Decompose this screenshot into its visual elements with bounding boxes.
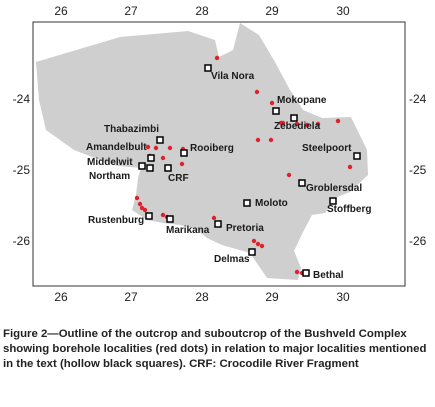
x-tick-label-top: 26 <box>54 4 68 18</box>
locality-square <box>147 154 155 162</box>
borehole-dot <box>179 161 185 167</box>
locality-label: CRF <box>168 173 189 184</box>
borehole-dot <box>294 269 300 275</box>
locality-labels: Vila Nora Mokopane Zebediela Thabazimbi Aman… <box>86 71 371 281</box>
locality-square <box>146 164 154 172</box>
borehole-dot <box>137 201 143 207</box>
locality-square <box>302 269 310 277</box>
locality-square <box>156 136 164 144</box>
locality-square <box>138 162 146 170</box>
borehole-dot <box>254 89 260 95</box>
top-ticks: 26 27 28 29 30 <box>54 4 350 18</box>
borehole-dot <box>211 215 217 221</box>
bushveld-map: 26 27 28 29 30 26 27 28 29 30 -24-25-26 -24-25-2… <box>13 4 427 304</box>
locality-square <box>298 179 306 187</box>
x-tick-label-bottom: 28 <box>195 290 209 304</box>
locality-label: Middelwit <box>87 157 133 168</box>
y-tick-label-right: -26 <box>409 234 427 248</box>
borehole-dot <box>251 238 257 244</box>
locality-label: Marikana <box>166 225 210 236</box>
locality-label: Groblersdal <box>306 183 362 194</box>
locality-label: Rustenburg <box>88 215 144 226</box>
x-tick-label-top: 27 <box>124 4 138 18</box>
locality-label: Rooiberg <box>190 143 234 154</box>
borehole-dot <box>304 122 310 128</box>
locality-label: Stoffberg <box>327 204 371 215</box>
locality-square <box>204 64 212 72</box>
borehole-dot <box>145 144 151 150</box>
locality-square <box>243 199 251 207</box>
map-frame <box>32 21 406 287</box>
borehole-dot <box>255 241 261 247</box>
locality-square <box>272 107 280 115</box>
borehole-dot <box>214 55 220 61</box>
locality-square <box>214 220 222 228</box>
borehole-dot <box>134 195 140 201</box>
locality-label: Thabazimbi <box>104 124 159 135</box>
right-ticks: -24 -25 -26 <box>409 92 427 248</box>
borehole-dot <box>160 155 166 161</box>
left-ticks: -24 -25 -26 <box>13 92 31 248</box>
borehole-dot <box>294 121 300 127</box>
locality-square <box>166 215 174 223</box>
locality-label: Northam <box>89 171 130 182</box>
locality-label: Delmas <box>214 254 250 265</box>
locality-square <box>180 149 188 157</box>
x-tick-label-top: 28 <box>195 4 209 18</box>
x-tick-label-bottom: 27 <box>124 290 138 304</box>
locality-square <box>329 197 337 205</box>
borehole-dot <box>280 120 286 126</box>
locality-label: Pretoria <box>226 223 264 234</box>
locality-label: Zebediela <box>274 121 321 132</box>
locality-square <box>353 152 361 160</box>
borehole-dot <box>315 121 321 127</box>
locality-squares <box>138 64 361 277</box>
borehole-dot <box>269 100 275 106</box>
locality-label: Steelpoort <box>302 143 352 154</box>
y-tick-label-left: -26 <box>13 234 31 248</box>
y-tick-label-left: -24 <box>13 92 31 106</box>
borehole-dot <box>167 145 173 151</box>
y-tick-label-right: -24 <box>409 92 427 106</box>
borehole-dot <box>286 172 292 178</box>
borehole-dot <box>268 137 274 143</box>
locality-label: Moloto <box>255 198 288 209</box>
x-tick-label-top: 30 <box>336 4 350 18</box>
borehole-dot <box>160 212 166 218</box>
x-tick-label-bottom: 29 <box>265 290 279 304</box>
bottom-ticks: 26 27 28 29 30 <box>54 290 350 304</box>
borehole-dot <box>259 243 265 249</box>
y-tick-label-right: -25 <box>409 163 427 177</box>
figure-caption: Figure 2—Outline of the outcrop and subo… <box>3 328 427 370</box>
borehole-dot <box>142 207 148 213</box>
borehole-dot <box>347 164 353 170</box>
x-tick-label-top: 29 <box>265 4 279 18</box>
locality-label: Mokopane <box>277 95 327 106</box>
locality-label: Amandelbult <box>86 142 147 153</box>
locality-label: Bethal <box>313 270 344 281</box>
locality-square <box>164 164 172 172</box>
locality-label: Vila Nora <box>211 71 255 82</box>
borehole-dot <box>335 118 341 124</box>
x-tick-label-bottom: 26 <box>54 290 68 304</box>
locality-square <box>248 248 256 256</box>
bushveld-outcrop-outline <box>36 23 368 280</box>
locality-square <box>290 114 298 122</box>
borehole-dot <box>255 137 261 143</box>
borehole-dot <box>153 145 159 151</box>
y-tick-label-left: -25 <box>13 163 31 177</box>
locality-square <box>145 212 153 220</box>
x-tick-label-bottom: 30 <box>336 290 350 304</box>
